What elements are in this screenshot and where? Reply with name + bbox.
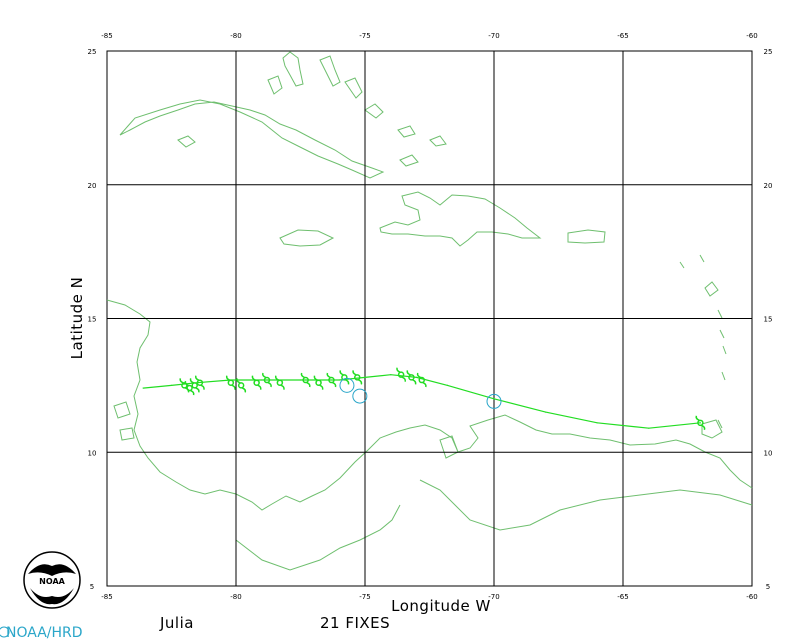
x-axis-title: Longitude W xyxy=(391,597,491,615)
coastline-lesser-antilles xyxy=(679,254,727,429)
x-tick-label: -65 xyxy=(617,593,628,601)
storm-name: Julia xyxy=(159,614,194,632)
track-point xyxy=(142,387,144,389)
y-axis-title: Latitude N xyxy=(68,277,86,360)
track-point xyxy=(699,422,702,424)
x-tick-label: -65 xyxy=(617,32,628,40)
track-point xyxy=(416,376,418,378)
coastline-isla-juventud xyxy=(177,135,196,148)
coastline-colombia xyxy=(235,479,753,571)
fix-marker xyxy=(225,375,236,390)
fix-marker xyxy=(406,370,417,385)
coastline-bahamas-4 xyxy=(364,103,384,119)
y-tick-label: 25 xyxy=(764,48,773,56)
x-tick-labels-bottom: -85 -80 -75 -70 -65 -60 xyxy=(101,593,757,601)
coastline-maracaibo xyxy=(439,435,459,459)
x-tick-label: -85 xyxy=(101,593,112,601)
storm-track-line xyxy=(143,374,701,429)
fix-marker xyxy=(300,372,311,388)
fix-marker xyxy=(396,367,407,382)
noaa-logo-text: NOAA xyxy=(39,577,65,586)
track-point xyxy=(545,411,547,413)
y-tick-label: 15 xyxy=(764,316,773,324)
track-point xyxy=(446,384,449,386)
coastline-turks xyxy=(429,135,447,147)
coastline-trinidad xyxy=(701,419,723,439)
track-point xyxy=(596,422,598,424)
coastline-inagua xyxy=(399,154,419,167)
fix-marker xyxy=(416,372,427,388)
coastline-nicaragua-lakes xyxy=(113,401,135,441)
fix-marker xyxy=(184,380,195,396)
fix-marker xyxy=(194,375,205,390)
agency-label: NOAA/HRD xyxy=(6,625,83,640)
track-point xyxy=(261,379,263,381)
storm-track-layer xyxy=(142,367,706,431)
fix-marker xyxy=(236,378,247,393)
coastline-puerto-rico xyxy=(567,229,606,244)
y-tick-label: 20 xyxy=(764,182,773,190)
x-tick-label: -75 xyxy=(359,593,370,601)
coastline-bahamas-5 xyxy=(397,125,416,138)
fix-marker xyxy=(313,375,324,390)
noaa-logo-bird xyxy=(28,564,76,576)
y-tick-label: 15 xyxy=(88,316,97,324)
fix-marker xyxy=(352,370,363,385)
y-tick-labels-right: 25 20 15 10 5 xyxy=(764,48,773,591)
fix-marker xyxy=(189,378,200,393)
track-point xyxy=(364,376,366,378)
x-tick-label: -60 xyxy=(746,593,757,601)
fix-marker xyxy=(251,375,262,390)
y-tick-label: 20 xyxy=(88,182,97,190)
coastline-central-america xyxy=(106,299,753,511)
x-tick-label: -80 xyxy=(230,32,241,40)
y-tick-labels-left: 25 20 15 10 5 xyxy=(88,48,97,591)
coastline-cuba xyxy=(119,99,385,179)
track-point xyxy=(299,379,302,381)
position-circle-marker xyxy=(339,377,355,393)
x-tick-label: -70 xyxy=(488,32,499,40)
fix-marker xyxy=(339,370,350,385)
coastline-bahamas-1 xyxy=(267,75,283,95)
noaa-logo: NOAA xyxy=(23,551,81,609)
y-tick-label: 25 xyxy=(88,48,97,56)
track-point xyxy=(648,427,650,429)
coastline-andros xyxy=(282,51,304,87)
coastline-hispaniola xyxy=(379,191,542,247)
position-circle-marker xyxy=(486,393,502,409)
track-point xyxy=(170,384,173,386)
coastline-jamaica xyxy=(279,229,335,247)
fix-marker xyxy=(262,372,272,388)
track-point xyxy=(338,379,340,381)
x-tick-label: -85 xyxy=(101,32,112,40)
y-tick-label: 10 xyxy=(764,449,773,457)
coastline-layer xyxy=(106,51,753,571)
coastline-bahamas-3 xyxy=(344,77,363,99)
position-circle-marker xyxy=(352,388,368,404)
x-tick-label: -60 xyxy=(746,32,757,40)
track-point xyxy=(390,374,392,376)
x-tick-label: -75 xyxy=(359,32,370,40)
track-point xyxy=(493,398,495,400)
agency-circle-icon xyxy=(0,626,10,638)
fix-marker xyxy=(695,415,706,431)
y-tick-label: 5 xyxy=(90,583,94,591)
noaa-logo-wave xyxy=(30,588,74,605)
fix-marker xyxy=(274,375,285,390)
x-tick-label: -70 xyxy=(488,593,499,601)
x-tick-label: -80 xyxy=(230,593,241,601)
coastline-bahamas-2 xyxy=(319,55,341,87)
fix-marker xyxy=(326,372,337,388)
x-tick-labels-top: -85 -80 -75 -70 -65 -60 xyxy=(101,32,757,40)
y-tick-label: 10 xyxy=(88,449,97,457)
grid-layer xyxy=(107,51,752,586)
y-tick-label: 5 xyxy=(766,583,770,591)
fix-count: 21 FIXES xyxy=(320,614,390,632)
